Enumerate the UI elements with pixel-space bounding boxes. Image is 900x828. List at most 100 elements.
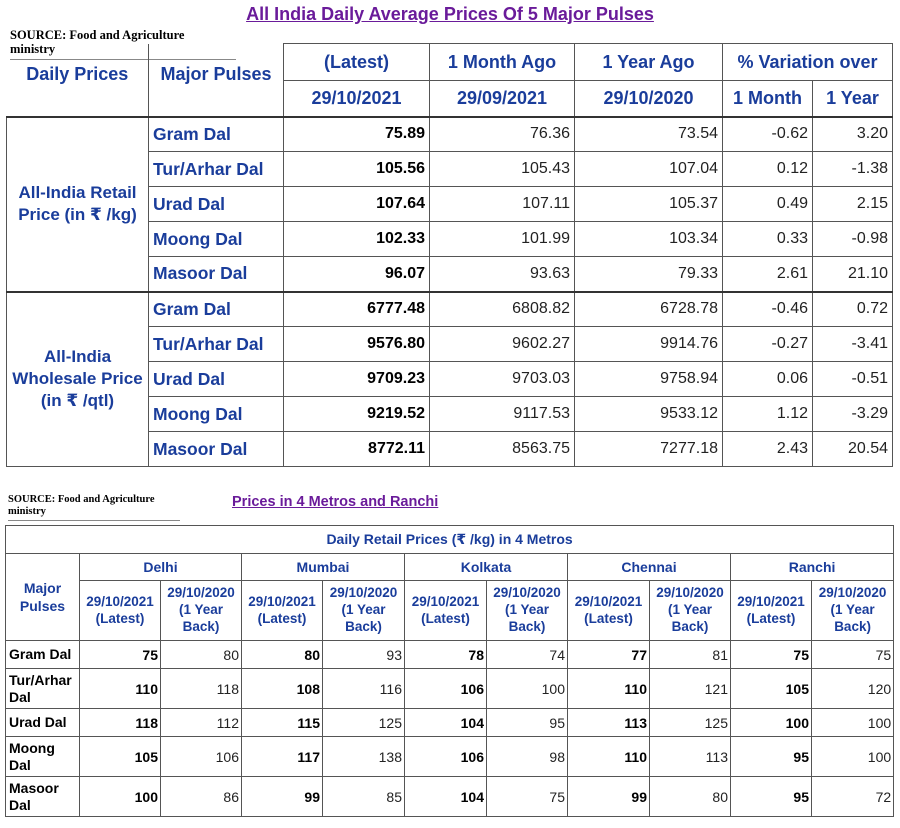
- month-ago-price: 6808.82: [429, 290, 575, 327]
- variation-month: -0.27: [722, 326, 813, 362]
- pulse-name: Tur/Arhar Dal: [148, 151, 284, 187]
- price-year-back: 100: [810, 736, 895, 777]
- year-ago-price: 9914.76: [574, 326, 723, 362]
- metros-caption: Daily Retail Prices (₹ /kg) in 4 Metros: [4, 525, 895, 554]
- header-month-ago: 1 Month Ago: [429, 43, 575, 81]
- table-row: Tur/Arhar Dal 110 118 108 116 106 100 110 121 105…: [5, 668, 895, 709]
- price-year-back: 116: [322, 668, 405, 709]
- price-latest: 80: [241, 640, 323, 669]
- group-label: All-India Retail Price (in ₹ /kg): [6, 115, 149, 292]
- date-header-latest: 29/10/2021 (Latest): [730, 580, 812, 641]
- variation-year: 3.20: [812, 115, 893, 152]
- price-latest: 77: [567, 640, 650, 669]
- variation-year: -3.29: [812, 396, 893, 432]
- pulse-name: Gram Dal: [148, 290, 284, 327]
- city-row: Major Pulses Delhi Mumbai Kolkata Chennai Ran…: [5, 553, 895, 641]
- price-year-back: 100: [810, 708, 895, 737]
- variation-year: -3.41: [812, 326, 893, 362]
- header-month-ago-date: 29/09/2021: [429, 80, 575, 117]
- price-latest: 100: [730, 708, 812, 737]
- variation-month: 2.43: [722, 431, 813, 467]
- date-header-year-back: 29/10/2020 (1 Year Back): [322, 580, 405, 641]
- month-ago-price: 105.43: [429, 151, 575, 187]
- pulse-name: Gram Dal: [5, 640, 80, 669]
- pulse-name: Tur/Arhar Dal: [148, 326, 284, 362]
- variation-month: 0.33: [722, 221, 813, 257]
- price-year-back: 125: [322, 708, 405, 737]
- pulse-name: Masoor Dal: [148, 431, 284, 467]
- city-header: Mumbai: [241, 553, 405, 581]
- price-latest: 99: [241, 776, 323, 817]
- month-ago-price: 9602.27: [429, 326, 575, 362]
- variation-month: 0.06: [722, 361, 813, 397]
- city-header: Delhi: [79, 553, 242, 581]
- latest-price: 8772.11: [283, 431, 430, 467]
- page-title: All India Daily Average Prices Of 5 Majo…: [246, 4, 654, 24]
- latest-price: 107.64: [283, 186, 430, 222]
- price-latest: 118: [79, 708, 161, 737]
- year-ago-price: 9533.12: [574, 396, 723, 432]
- price-year-back: 80: [160, 640, 242, 669]
- table-row: Masoor Dal 96.07 93.63 79.33 2.61 21.10: [7, 256, 893, 292]
- price-latest: 110: [567, 736, 650, 777]
- price-year-back: 138: [322, 736, 405, 777]
- date-header-latest: 29/10/2021 (Latest): [567, 580, 650, 641]
- year-ago-price: 107.04: [574, 151, 723, 187]
- table-row: Moong Dal 102.33 101.99 103.34 0.33 -0.98: [7, 221, 893, 257]
- price-latest: 104: [404, 708, 487, 737]
- variation-year: 21.10: [812, 256, 893, 292]
- latest-price: 9576.80: [283, 326, 430, 362]
- price-year-back: 98: [486, 736, 568, 777]
- price-latest: 78: [404, 640, 487, 669]
- header-var-month: 1 Month: [722, 80, 813, 117]
- latest-price: 75.89: [283, 115, 430, 152]
- price-year-back: 81: [649, 640, 731, 669]
- price-year-back: 95: [486, 708, 568, 737]
- price-year-back: 118: [160, 668, 242, 709]
- pulse-name: Moong Dal: [5, 736, 80, 777]
- table-row: Urad Dal 118 112 115 125 104 95 113 125 100 100: [5, 708, 895, 737]
- variation-year: 0.72: [812, 290, 893, 327]
- source-text-line1: SOURCE: Food and Agriculture: [10, 28, 185, 42]
- table-row: Urad Dal 107.64 107.11 105.37 0.49 2.15: [7, 186, 893, 222]
- price-latest: 100: [79, 776, 161, 817]
- table-row: Gram Dal 75 80 80 93 78 74 77 81 75 75: [5, 640, 895, 669]
- table-row: Masoor Dal 8772.11 8563.75 7277.18 2.43 20.54: [7, 431, 893, 467]
- price-year-back: 93: [322, 640, 405, 669]
- source-text-line2: ministry: [8, 506, 46, 518]
- date-header-year-back: 29/10/2020 (1 Year Back): [810, 580, 895, 641]
- year-ago-price: 73.54: [574, 115, 723, 152]
- source-divider: [8, 520, 180, 522]
- group-label: All-India Wholesale Price (in ₹ /qtl): [6, 290, 149, 467]
- header-latest-date: 29/10/2021: [283, 80, 430, 117]
- month-ago-price: 76.36: [429, 115, 575, 152]
- price-latest: 95: [730, 736, 812, 777]
- month-ago-price: 107.11: [429, 186, 575, 222]
- header-year-ago: 1 Year Ago: [574, 43, 723, 81]
- pulse-name: Masoor Dal: [148, 256, 284, 292]
- latest-price: 96.07: [283, 256, 430, 292]
- date-header-year-back: 29/10/2020 (1 Year Back): [486, 580, 568, 641]
- year-ago-price: 9758.94: [574, 361, 723, 397]
- price-latest: 104: [404, 776, 487, 817]
- pulse-name: Moong Dal: [148, 221, 284, 257]
- source-text-line1: SOURCE: Food and Agriculture: [8, 494, 155, 505]
- table-row: Urad Dal 9709.23 9703.03 9758.94 0.06 -0.51: [7, 361, 893, 397]
- price-year-back: 120: [810, 668, 895, 709]
- pulse-name: Tur/Arhar Dal: [5, 668, 80, 709]
- table-row: Tur/Arhar Dal 105.56 105.43 107.04 0.12 -1.38: [7, 151, 893, 187]
- year-ago-price: 79.33: [574, 256, 723, 292]
- year-ago-price: 103.34: [574, 221, 723, 257]
- pulse-name: Masoor Dal: [5, 776, 80, 817]
- price-year-back: 75: [810, 640, 895, 669]
- price-year-back: 85: [322, 776, 405, 817]
- metros-title: Prices in 4 Metros and Ranchi: [232, 494, 439, 510]
- price-latest: 115: [241, 708, 323, 737]
- variation-month: 1.12: [722, 396, 813, 432]
- city-header: Ranchi: [729, 553, 895, 581]
- variation-month: 0.49: [722, 186, 813, 222]
- price-latest: 106: [404, 736, 487, 777]
- variation-month: 2.61: [722, 256, 813, 292]
- price-year-back: 121: [649, 668, 731, 709]
- year-ago-price: 6728.78: [574, 290, 723, 327]
